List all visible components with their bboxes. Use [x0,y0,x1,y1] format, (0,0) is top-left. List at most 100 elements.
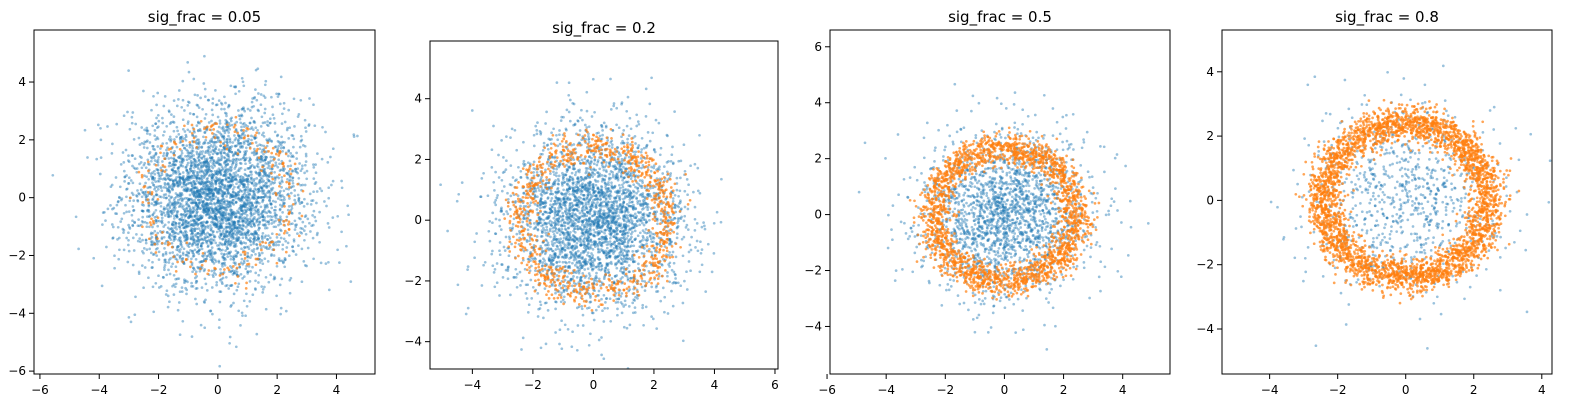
subplot-1-background-point [287,192,290,196]
subplot-1-background-point [199,323,203,327]
subplot-1-background-point [132,138,136,141]
subplot-1-background-point [145,129,149,133]
subplot-1-background-point [198,193,202,196]
subplot-1-background-point [156,137,160,141]
subplot-2-background-point [559,237,563,241]
subplot-1-signal-point [192,136,196,140]
subplot-1-background-point [165,289,169,293]
subplot-1-background-point [288,178,292,182]
subplot-1-background-point [210,229,213,232]
subplot-1-background-point [154,152,158,156]
subplot-2-background-point [566,275,569,279]
subplot-1-background-point [238,178,242,182]
subplot-1-background-point [197,180,201,184]
subplot-1-signal-point [208,128,212,132]
subplot-1-background-point [223,107,226,111]
subplot-1-background-point [190,156,194,159]
subplot-1-background-point [235,200,238,204]
subplot-1-background-point [217,247,221,251]
subplot-1-background-point [178,201,181,205]
subplot-2-background-point [520,279,524,283]
subplot-1-background-point [229,235,233,239]
subplot-1-background-point [203,87,207,91]
subplot-1-background-point [217,199,220,203]
subplot-1-background-point [156,242,159,246]
subplot-1-background-point [238,215,242,218]
subplot-1-signal-point [274,191,278,195]
subplot-1-background-point [136,189,139,192]
subplot-1-background-point [217,208,221,212]
subplot-1-background-point [278,208,282,212]
subplot-1-background-point [218,171,222,175]
subplot-1-background-point [151,177,154,180]
subplot-2-background-point [616,313,619,317]
subplot-1-signal-point [275,232,279,236]
subplot-2-background-point [559,244,562,247]
subplot-1-background-point [238,117,242,121]
subplot-1-background-point [276,165,280,169]
subplot-1-background-point [185,168,189,172]
subplot-1-background-point [196,204,199,208]
subplot-1-background-point [189,151,192,155]
subplot-1-background-point [185,238,189,242]
subplot-1-background-point [204,173,207,177]
subplot-1-background-point [170,241,174,245]
subplot-1-background-point [219,271,223,275]
subplot-2-background-point [552,170,555,174]
subplot-1-background-point [185,144,189,147]
subplot-1-background-point [230,175,234,179]
subplot-1-background-point [264,224,267,227]
subplot-1-background-point [181,222,185,225]
subplot-1-background-point [233,243,237,247]
subplot-1-background-point [141,220,145,224]
subplot-1-background-point [241,204,245,207]
subplot-1-background-point [268,196,272,200]
subplot-1-background-point [198,200,202,204]
subplot-1-background-point [285,187,288,191]
subplot-1-background-point [237,282,241,286]
subplot-1-background-point [195,124,199,127]
subplot-2-background-point [585,169,588,173]
subplot-1-signal-point [176,260,179,264]
subplot-1-background-point [177,155,180,159]
subplot-1-background-point [193,201,197,204]
subplot-1-background-point [323,200,326,203]
subplot-1-background-point [252,96,256,100]
subplot-1-background-point [177,277,181,280]
subplot-1-background-point [198,192,202,196]
subplot-1-background-point [156,179,160,183]
subplot-1-background-point [272,208,276,212]
subplot-1-background-point [257,195,261,199]
subplot-1-background-point [273,170,276,174]
subplot-2-background-point [497,176,501,179]
subplot-1-background-point [275,213,279,217]
subplot-1-background-point [306,217,310,221]
subplot-2-background-point [558,342,561,346]
subplot-1-background-point [218,187,221,191]
subplot-1-background-point [191,232,195,236]
subplot-1-background-point [233,229,237,233]
subplot-1-background-point [219,206,223,210]
subplot-1-background-point [287,179,291,183]
subplot-1-background-point [190,185,194,188]
subplot-1-background-point [233,152,237,156]
subplot-1-background-point [261,291,265,294]
subplot-1-background-point [181,164,185,168]
subplot-1-background-point [242,84,246,88]
subplot-1-background-point [238,223,242,227]
subplot-1-background-point [301,220,305,224]
subplot-1-background-point [232,241,236,244]
subplot-1-background-point [239,128,243,132]
subplot-1-background-point [238,265,242,269]
subplot-1-signal-point [128,196,132,200]
subplot-1-background-point [227,232,231,236]
subplot-1-background-point [248,156,252,160]
subplot-1-background-point [182,159,186,162]
subplot-1-background-point [191,251,195,255]
subplot-1-background-point [245,255,249,259]
subplot-1-background-point [219,180,223,184]
subplot-2-background-point [561,260,565,264]
subplot-2-background-point [671,304,675,308]
subplot-2-background-point [550,137,553,141]
subplot-1-background-point [246,199,250,203]
